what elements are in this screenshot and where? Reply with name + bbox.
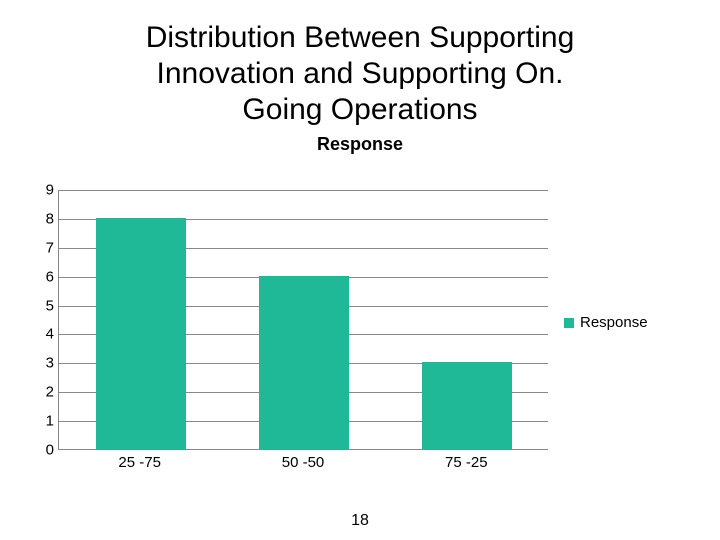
y-tick-label: 4	[46, 326, 54, 343]
title-line-2: Innovation and Supporting On.	[157, 57, 564, 90]
x-tick-label: 50 -50	[282, 454, 325, 471]
bar	[259, 276, 349, 449]
y-axis: 0123456789	[34, 190, 54, 450]
slide-title: Distribution Between Supporting Innovati…	[0, 0, 720, 128]
x-tick-label: 75 -25	[445, 454, 488, 471]
y-tick-label: 8	[46, 210, 54, 227]
y-tick-label: 0	[46, 442, 54, 459]
y-tick-label: 1	[46, 413, 54, 430]
y-tick-label: 3	[46, 355, 54, 372]
slide-page: Distribution Between Supporting Innovati…	[0, 0, 720, 540]
y-tick-label: 7	[46, 239, 54, 256]
x-axis: 25 -75 50 -50 75 -25	[58, 454, 548, 476]
y-tick-label: 6	[46, 268, 54, 285]
legend-swatch	[564, 318, 574, 328]
bar	[422, 362, 512, 449]
x-tick-label: 25 -75	[118, 454, 161, 471]
title-line-3: Going Operations	[242, 93, 477, 126]
bar-chart: 0123456789 25 -7550 -5075 -25 Response	[34, 190, 686, 480]
y-tick-label: 2	[46, 384, 54, 401]
grid-line	[59, 190, 548, 191]
y-tick-label: 9	[46, 182, 54, 199]
chart-title: Response	[0, 134, 720, 155]
legend: Response	[564, 314, 648, 331]
page-number: 18	[0, 512, 720, 530]
legend-label: Response	[580, 314, 648, 331]
y-tick-label: 5	[46, 297, 54, 314]
bar	[96, 218, 186, 449]
plot-area	[58, 190, 548, 450]
title-line-1: Distribution Between Supporting	[146, 21, 575, 54]
